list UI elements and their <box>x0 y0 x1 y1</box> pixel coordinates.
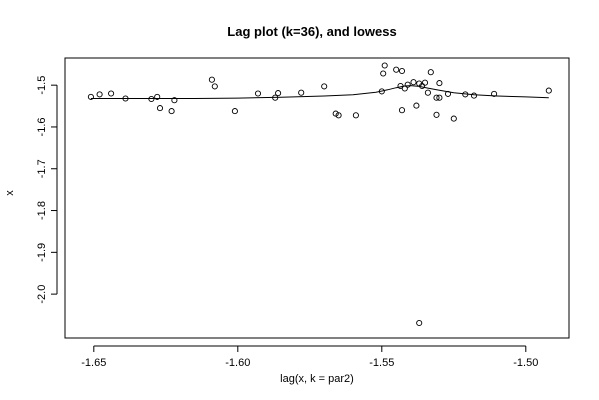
y-tick-label: -2.0 <box>36 285 48 304</box>
data-point <box>398 107 406 114</box>
x-tick-label: -1.55 <box>369 357 394 369</box>
data-point <box>410 79 417 86</box>
data-point <box>421 79 429 86</box>
data-point <box>96 91 103 98</box>
data-point <box>401 85 408 92</box>
chart-title: Lag plot (k=36), and lowess <box>227 24 396 39</box>
x-tick-label: -1.50 <box>513 357 538 369</box>
data-point <box>352 112 359 119</box>
data-point <box>393 66 400 73</box>
data-point <box>491 90 498 97</box>
data-point <box>416 319 423 327</box>
data-point <box>433 94 440 101</box>
data-point <box>470 92 478 99</box>
y-tick-label: -1.7 <box>36 159 48 178</box>
data-point <box>272 94 279 101</box>
data-point <box>398 67 406 75</box>
y-tick-label: -1.6 <box>36 117 48 136</box>
lowess-line <box>90 85 549 99</box>
data-point <box>321 83 328 90</box>
data-point <box>171 97 178 104</box>
data-point <box>404 81 411 88</box>
data-point <box>154 93 161 100</box>
x-axis-label: lag(x, k = par2) <box>280 373 354 385</box>
y-axis-label: x <box>4 190 16 196</box>
scatter-points <box>87 62 552 327</box>
x-tick-label: -1.65 <box>81 357 106 369</box>
data-point <box>87 93 94 100</box>
data-point <box>436 94 443 101</box>
data-point <box>335 112 342 119</box>
data-point <box>381 62 388 69</box>
data-point <box>122 95 129 102</box>
data-point <box>545 87 552 94</box>
data-point <box>424 89 431 96</box>
data-point <box>211 83 218 90</box>
data-point <box>462 91 469 98</box>
data-point <box>427 69 434 76</box>
data-point <box>254 90 262 97</box>
data-point <box>433 111 440 118</box>
x-axis: -1.65 -1.60 -1.55 -1.50 <box>81 345 538 369</box>
data-point <box>148 95 155 103</box>
data-point <box>413 102 420 109</box>
y-tick-label: -1.5 <box>36 76 48 95</box>
data-point <box>380 70 387 77</box>
data-point <box>208 76 215 83</box>
x-tick-label: -1.60 <box>225 357 250 369</box>
data-point <box>108 90 115 97</box>
y-tick-label: -1.9 <box>36 243 48 262</box>
plot-frame <box>64 57 570 339</box>
data-point <box>378 88 385 95</box>
y-axis: -2.0 -1.9 -1.8 -1.7 -1.6 -1.5 <box>36 76 58 304</box>
y-tick-label: -1.8 <box>36 201 48 220</box>
data-point <box>275 90 282 97</box>
data-point <box>444 90 452 97</box>
data-point <box>168 108 175 115</box>
data-point <box>450 115 457 122</box>
data-point <box>156 105 164 112</box>
data-point <box>298 89 305 96</box>
data-point <box>436 80 443 87</box>
data-point <box>231 108 238 115</box>
